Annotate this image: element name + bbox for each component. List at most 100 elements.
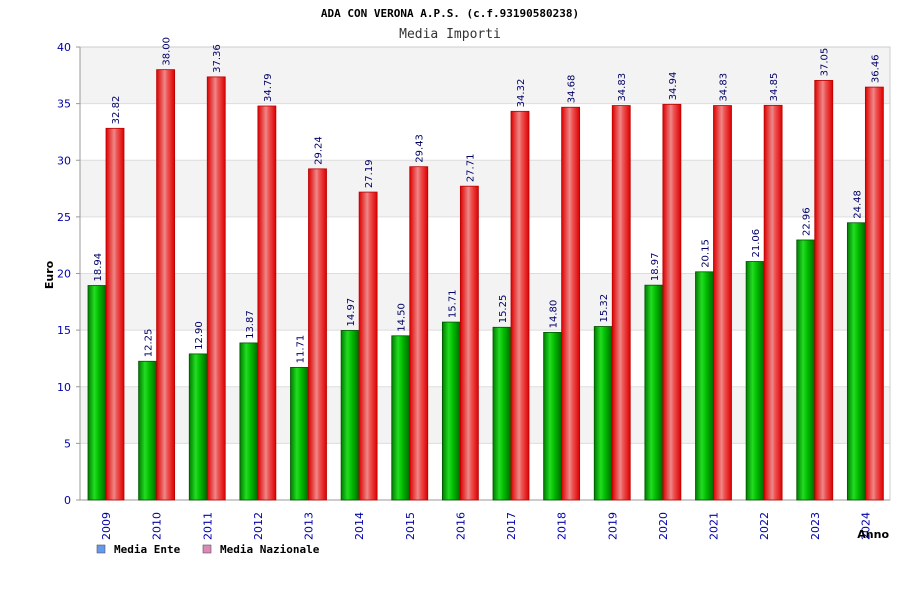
bar-media-nazionale xyxy=(662,103,682,501)
data-label-media-nazionale: 29.43 xyxy=(415,134,426,163)
data-label-media-nazionale: 37.05 xyxy=(820,48,831,77)
bar-media-ente xyxy=(644,284,664,501)
bar-media-nazionale xyxy=(308,168,327,501)
data-label-media-ente: 21.06 xyxy=(751,229,762,258)
y-tick-label: 40 xyxy=(57,41,71,54)
data-label-media-ente: 18.97 xyxy=(650,253,661,282)
bar-media-ente xyxy=(340,330,360,501)
data-label-media-ente: 13.87 xyxy=(245,310,256,339)
data-label-media-nazionale: 29.24 xyxy=(314,136,325,165)
data-label-media-nazionale: 27.71 xyxy=(465,154,476,183)
legend-swatch-media-ente xyxy=(96,544,106,554)
data-label-media-ente: 15.71 xyxy=(447,289,458,318)
x-tick-label: 2009 xyxy=(100,512,113,540)
x-tick-label: 2010 xyxy=(151,512,164,540)
data-label-media-ente: 18.94 xyxy=(93,253,104,282)
data-label-media-nazionale: 32.82 xyxy=(111,96,122,125)
x-tick-label: 2011 xyxy=(201,512,214,540)
x-tick-label: 2022 xyxy=(758,512,771,540)
y-tick-label: 25 xyxy=(57,211,71,224)
bar-media-nazionale xyxy=(459,185,479,501)
data-label-media-nazionale: 37.36 xyxy=(212,44,223,73)
data-label-media-ente: 14.80 xyxy=(549,300,560,329)
bar-media-nazionale xyxy=(358,191,378,501)
data-label-media-ente: 11.71 xyxy=(296,335,307,364)
y-tick-label: 30 xyxy=(57,154,71,167)
bar-media-nazionale xyxy=(561,106,581,501)
x-tick-label: 2015 xyxy=(404,512,417,540)
bar-media-ente xyxy=(239,342,259,501)
x-tick-label: 2016 xyxy=(454,512,467,540)
bar-media-nazionale xyxy=(713,105,732,501)
y-axis-label: Euro xyxy=(43,260,56,289)
bar-media-ente xyxy=(87,285,107,501)
chart-subtitle: Media Importi xyxy=(399,27,501,42)
y-tick-label: 15 xyxy=(57,324,71,337)
data-label-media-nazionale: 34.85 xyxy=(769,73,780,102)
data-label-media-nazionale: 34.94 xyxy=(668,72,679,101)
bar-media-ente xyxy=(441,321,461,501)
x-axis-ticks: 2009 2010 2011 2012 2013 2014 2015 2016 2017 2018… xyxy=(100,512,872,540)
x-tick-label: 2021 xyxy=(708,512,721,540)
x-tick-label: 2024 xyxy=(859,512,872,540)
bars xyxy=(87,69,884,501)
data-label-media-ente: 15.32 xyxy=(599,294,610,323)
y-axis-ticks: 0 5 10 15 20 25 30 35 40 xyxy=(57,41,80,507)
x-tick-label: 2012 xyxy=(252,512,265,540)
data-label-media-ente: 20.15 xyxy=(701,239,712,268)
bar-media-ente xyxy=(138,360,158,501)
legend: Media Ente Media Nazionale xyxy=(96,543,320,556)
data-label-media-ente: 22.96 xyxy=(802,207,813,236)
data-label-media-ente: 24.48 xyxy=(852,190,863,219)
x-tick-label: 2017 xyxy=(505,512,518,540)
x-tick-label: 2013 xyxy=(303,512,316,540)
bar-media-nazionale xyxy=(611,105,631,501)
legend-label-media-ente: Media Ente xyxy=(114,543,181,556)
bar-media-nazionale xyxy=(864,86,884,501)
bar-media-nazionale xyxy=(105,127,125,501)
x-tick-label: 2018 xyxy=(556,512,569,540)
bar-media-ente xyxy=(695,271,714,501)
x-tick-label: 2020 xyxy=(657,512,670,540)
bar-media-ente xyxy=(492,326,512,501)
x-tick-label: 2019 xyxy=(606,512,619,540)
data-label-media-nazionale: 34.68 xyxy=(567,75,578,104)
chart-title: ADA CON VERONA A.P.S. (c.f.93190580238) xyxy=(321,7,579,20)
bar-media-ente xyxy=(593,326,613,501)
bar-media-ente xyxy=(796,239,816,501)
bar-media-nazionale xyxy=(206,76,226,501)
y-tick-label: 10 xyxy=(57,381,71,394)
bar-media-nazionale xyxy=(156,69,176,501)
bar-media-nazionale xyxy=(814,80,834,501)
data-labels: 18.94 32.82 12.25 38.00 12.90 37.36 13.87 34.79… xyxy=(93,37,881,363)
bar-media-nazionale xyxy=(510,110,530,501)
bar-media-nazionale xyxy=(257,105,277,501)
data-label-media-ente: 15.25 xyxy=(498,295,509,324)
bar-media-ente xyxy=(290,366,309,501)
data-label-media-nazionale: 34.79 xyxy=(263,73,274,102)
x-tick-label: 2023 xyxy=(809,512,822,540)
x-tick-label: 2014 xyxy=(353,512,366,540)
data-label-media-ente: 14.97 xyxy=(346,298,357,327)
y-tick-label: 20 xyxy=(57,268,71,281)
legend-swatch-media-nazionale xyxy=(202,544,212,554)
data-label-media-ente: 12.90 xyxy=(194,321,205,350)
legend-label-media-nazionale: Media Nazionale xyxy=(220,543,320,556)
data-label-media-nazionale: 34.83 xyxy=(617,73,628,102)
bar-media-ente xyxy=(188,353,208,501)
data-label-media-nazionale: 36.46 xyxy=(870,54,881,83)
bar-media-nazionale xyxy=(409,166,429,501)
bar-media-ente xyxy=(543,331,563,501)
data-label-media-nazionale: 38.00 xyxy=(162,37,173,66)
data-label-media-ente: 14.50 xyxy=(397,303,408,332)
bar-media-ente xyxy=(745,261,765,501)
data-label-media-nazionale: 27.19 xyxy=(364,159,375,188)
data-label-media-nazionale: 34.83 xyxy=(719,73,730,102)
x-axis-label: Anno xyxy=(857,528,889,541)
bar-media-nazionale xyxy=(763,104,783,501)
y-tick-label: 35 xyxy=(57,98,71,111)
bar-media-ente xyxy=(846,222,866,501)
y-tick-label: 5 xyxy=(64,437,71,450)
y-tick-label: 0 xyxy=(64,494,71,507)
